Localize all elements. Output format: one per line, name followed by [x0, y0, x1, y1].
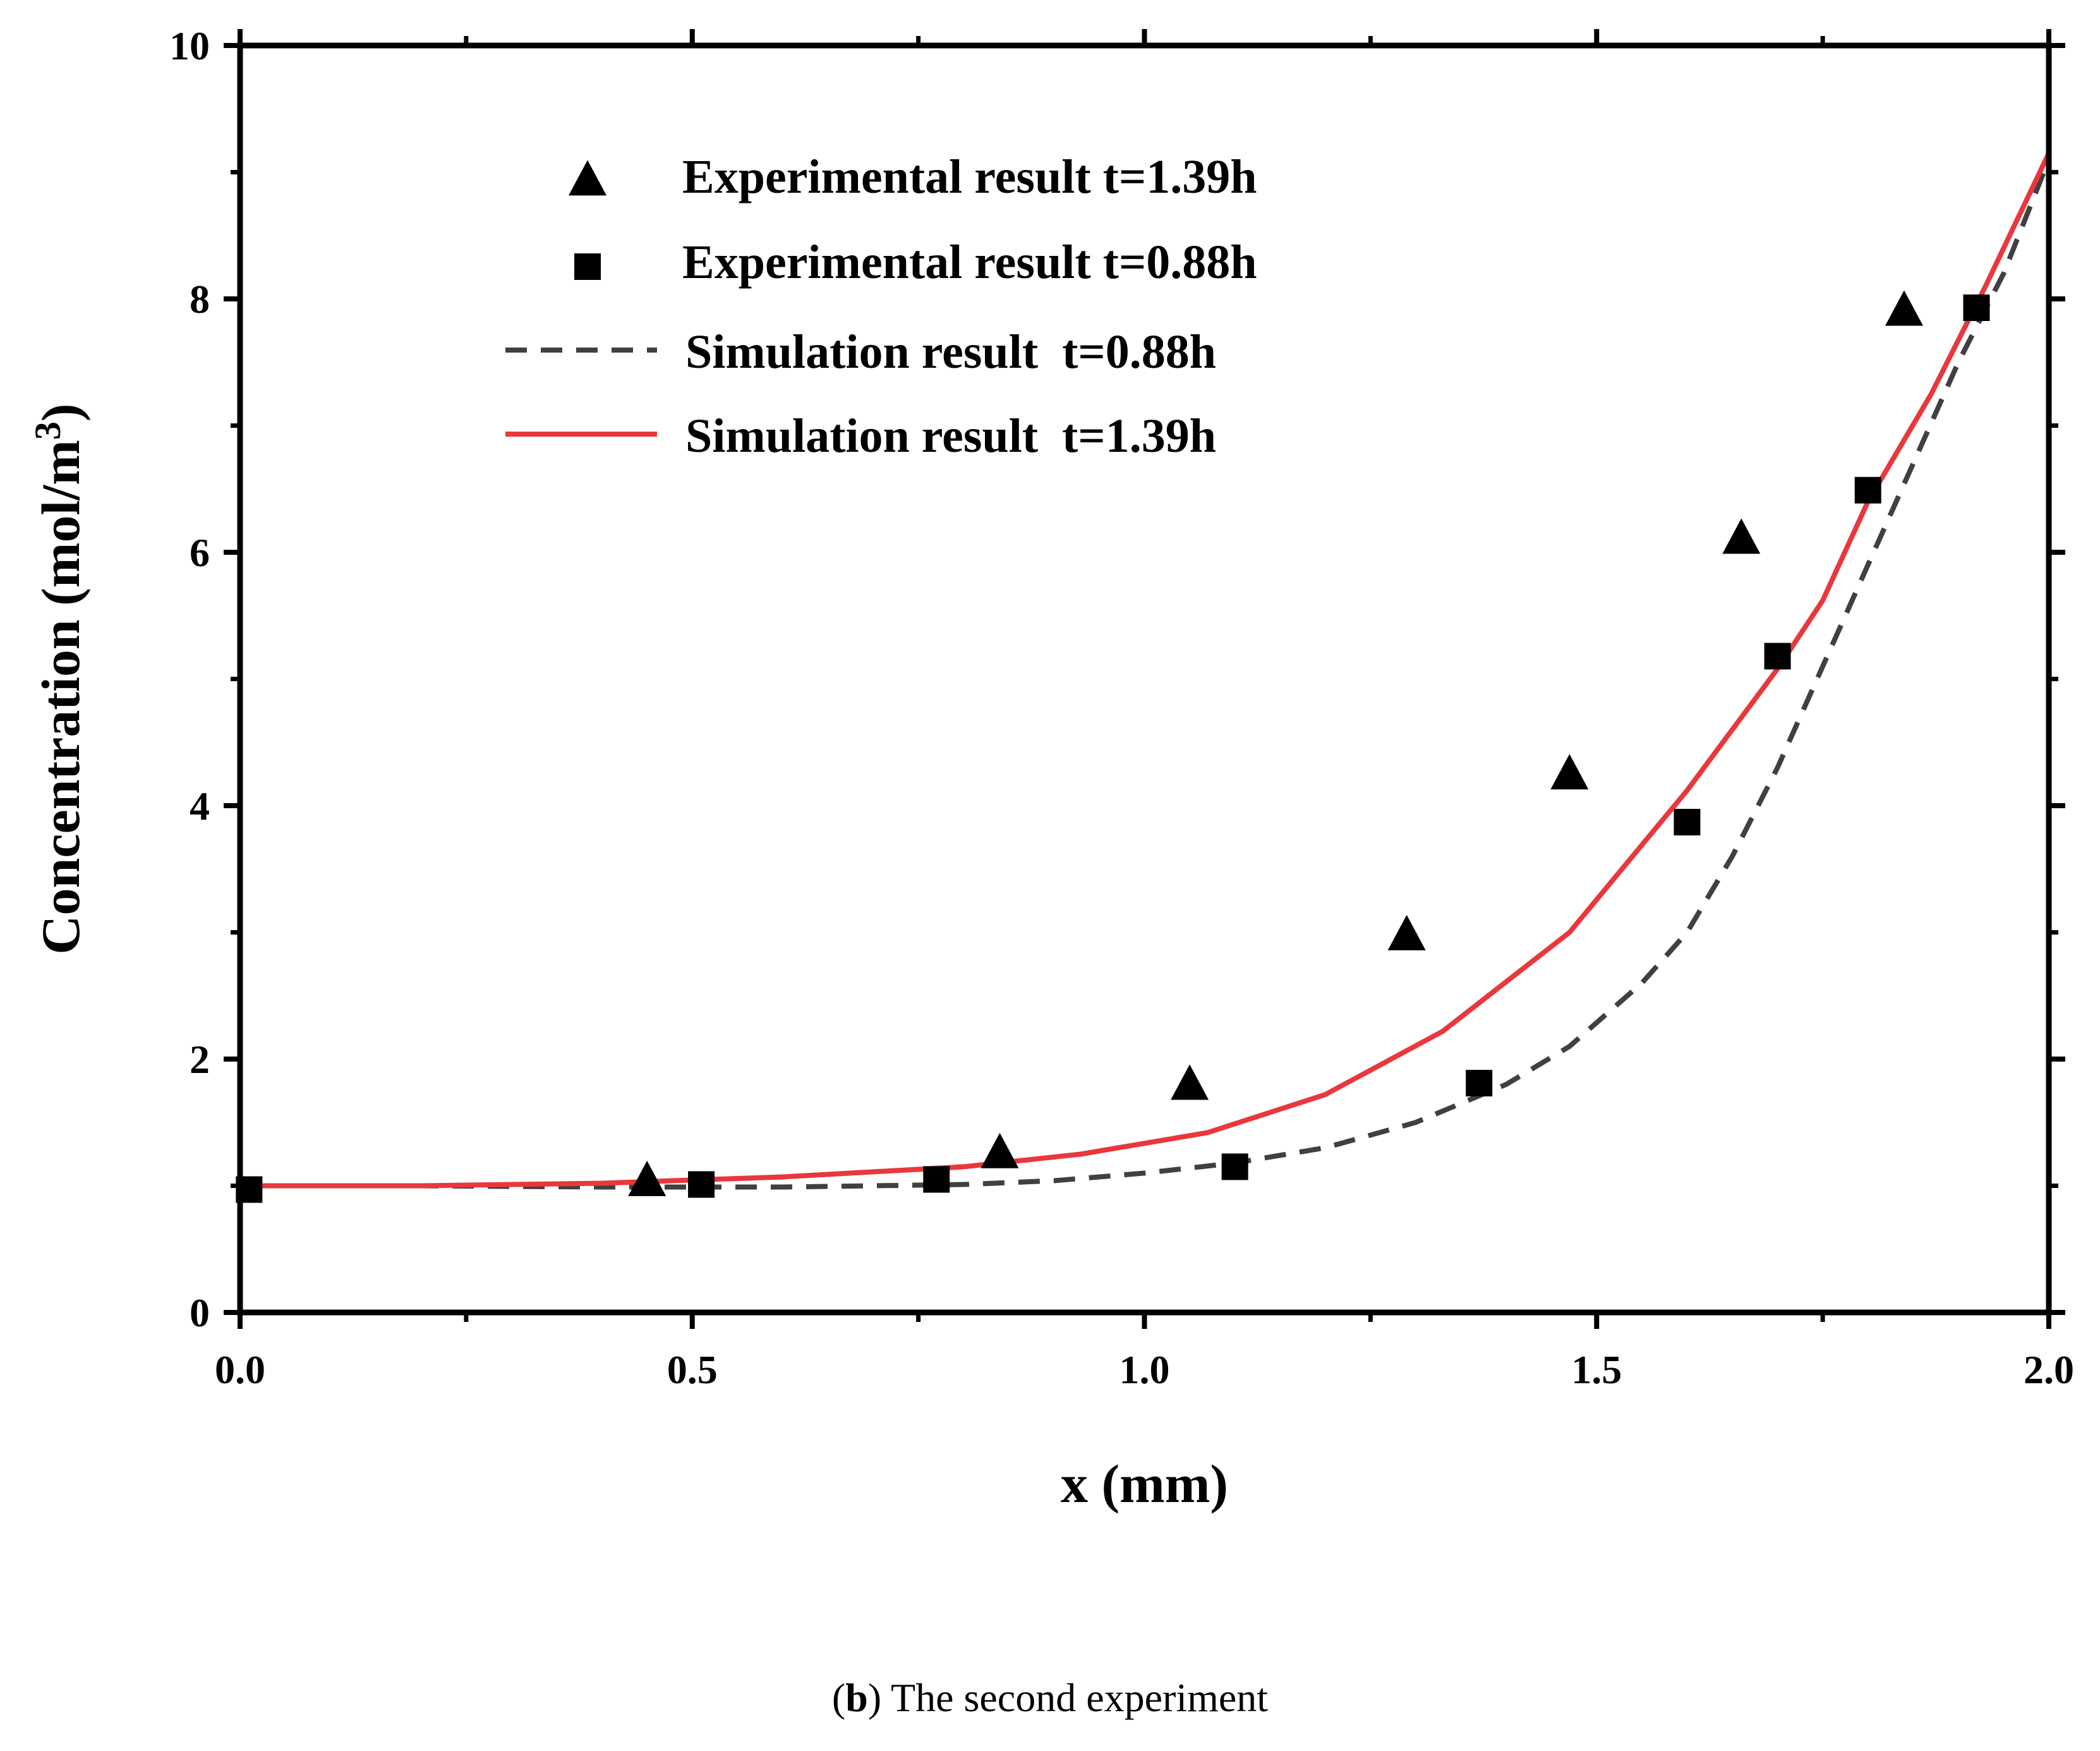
data-point-triangle [981, 1132, 1019, 1168]
y-axis-title-sup: 3 [27, 421, 68, 440]
x-tick-label: 0.0 [215, 1347, 265, 1392]
data-point-square [1854, 476, 1881, 504]
y-tick-label: 0 [190, 1290, 210, 1335]
data-point-square [688, 1171, 715, 1198]
legend-label: Experimental result t=0.88h [682, 236, 1257, 289]
y-tick-label: 4 [190, 784, 210, 828]
data-point-triangle [628, 1160, 667, 1196]
data-point-triangle [1885, 290, 1923, 326]
y-axis-title-main: Concentration (mol/m [30, 440, 91, 954]
axes-ticks [224, 29, 2065, 1329]
legend-label: Simulation result t=1.39h [685, 409, 1216, 463]
figure-caption: (b) The second experiment [831, 1675, 1269, 1720]
data-point-triangle [1550, 754, 1589, 790]
y-axis-title: Concentration (mol/m3) [27, 403, 91, 954]
caption-label: b [845, 1675, 868, 1720]
y-axis-title-end: ) [30, 403, 91, 421]
data-point-square [1764, 643, 1791, 670]
data-point-triangle [1171, 1064, 1209, 1100]
data-point-square [923, 1166, 950, 1193]
y-tick-label: 8 [190, 277, 210, 322]
data-point-square [1221, 1153, 1248, 1180]
series-line [240, 158, 2051, 1190]
x-tick-label: 2.0 [2024, 1347, 2074, 1392]
legend-label: Simulation result t=0.88h [685, 325, 1216, 379]
legend: Experimental result t=1.39h Experimental … [505, 150, 1257, 463]
data-point-square [1963, 294, 1990, 322]
plot-frame [237, 42, 2052, 1316]
y-tick-label: 10 [169, 23, 210, 68]
y-tick-label: 6 [190, 530, 210, 575]
data-point-triangle [1387, 914, 1426, 950]
tick-labels: 0.0 0.5 1.0 1.5 2.0 0 2 4 6 8 10 [169, 23, 2074, 1392]
legend-marker-triangle [569, 160, 606, 196]
legend-marker-square [574, 253, 601, 280]
series-layer [236, 152, 2051, 1203]
series-line [240, 152, 2051, 1189]
data-point-square [1466, 1070, 1493, 1097]
legend-label: Experimental result t=1.39h [682, 150, 1257, 203]
x-axis-title: x (mm) [1061, 1453, 1228, 1514]
data-point-square [1674, 809, 1701, 836]
caption-text: The second experiment [881, 1675, 1269, 1720]
x-tick-label: 1.5 [1571, 1347, 1622, 1392]
y-tick-label: 2 [190, 1037, 210, 1082]
x-tick-label: 1.0 [1119, 1347, 1170, 1392]
x-tick-label: 0.5 [667, 1347, 718, 1392]
data-point-triangle [1722, 518, 1761, 554]
